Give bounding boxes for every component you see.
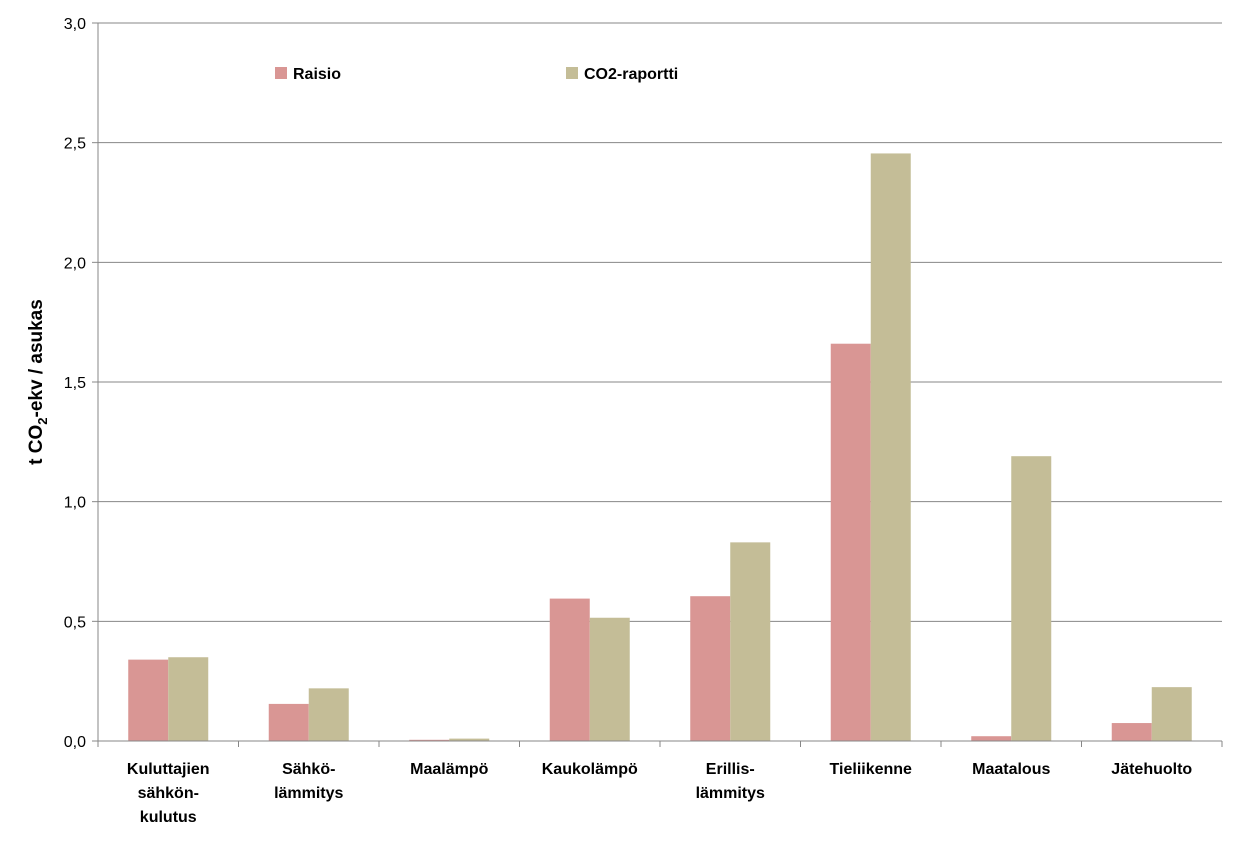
y-tick-label: 0,5 [64, 614, 86, 631]
legend-swatch [566, 67, 578, 79]
x-tick-label-line: Maatalous [972, 761, 1050, 778]
bar [830, 343, 871, 741]
legend-swatch [275, 67, 287, 79]
y-tick-label: 1,5 [64, 375, 86, 392]
legend-label: CO2-raportti [584, 66, 678, 83]
x-tick-label-line: Tieliikenne [830, 761, 913, 778]
x-tick-label-line: lämmitys [696, 785, 765, 802]
bar [730, 542, 771, 741]
x-tick-label: Maatalous [972, 761, 1050, 778]
x-tick-label: Sähkö-lämmitys [274, 761, 343, 802]
bar [971, 736, 1012, 741]
bar [308, 688, 349, 741]
x-tick-label-line: Sähkö- [282, 761, 335, 778]
bar [589, 617, 630, 741]
bar [1151, 687, 1192, 741]
bar [268, 703, 309, 741]
x-tick-label-line: lämmitys [274, 785, 343, 802]
bar [1111, 723, 1152, 741]
y-tick-label: 0,0 [64, 734, 86, 751]
y-tick-label: 1,0 [64, 495, 86, 512]
x-tick-label: Tieliikenne [830, 761, 913, 778]
x-tick-label: Kuluttajien sähkön-kulutus [127, 761, 210, 826]
x-tick-label: Jätehuolto [1111, 761, 1192, 778]
x-tick-label-line: sähkön- [138, 785, 199, 802]
x-tick-label-line: Kaukolämpö [542, 761, 638, 778]
y-label-part: -ekv / asukas [26, 299, 47, 417]
bar [128, 659, 169, 741]
x-tick-label: Maalämpö [410, 761, 488, 778]
x-tick-label-line: Maalämpö [410, 761, 488, 778]
bar [168, 657, 209, 741]
legend-label: Raisio [293, 66, 341, 83]
x-tick-label-line: kulutus [140, 809, 197, 826]
y-tick-label: 3,0 [64, 16, 86, 33]
y-label-part: t CO [26, 425, 47, 465]
x-tick-label-line: Kuluttajien [127, 761, 210, 778]
x-tick-label-line: Jätehuolto [1111, 761, 1192, 778]
bar [1011, 456, 1052, 741]
x-tick-label: Kaukolämpö [542, 761, 638, 778]
bar [870, 153, 911, 742]
y-tick-label: 2,0 [64, 255, 86, 272]
y-label-sub: 2 [35, 417, 50, 424]
bar [409, 739, 450, 741]
x-tick-label-line: Erillis- [706, 761, 755, 778]
bar [549, 598, 590, 741]
y-tick-label: 2,5 [64, 136, 86, 153]
y-axis-label: t CO2-ekv / asukas [26, 299, 50, 465]
bar [449, 738, 490, 741]
x-tick-label: Erillis-lämmitys [696, 761, 765, 802]
bar [690, 596, 731, 741]
